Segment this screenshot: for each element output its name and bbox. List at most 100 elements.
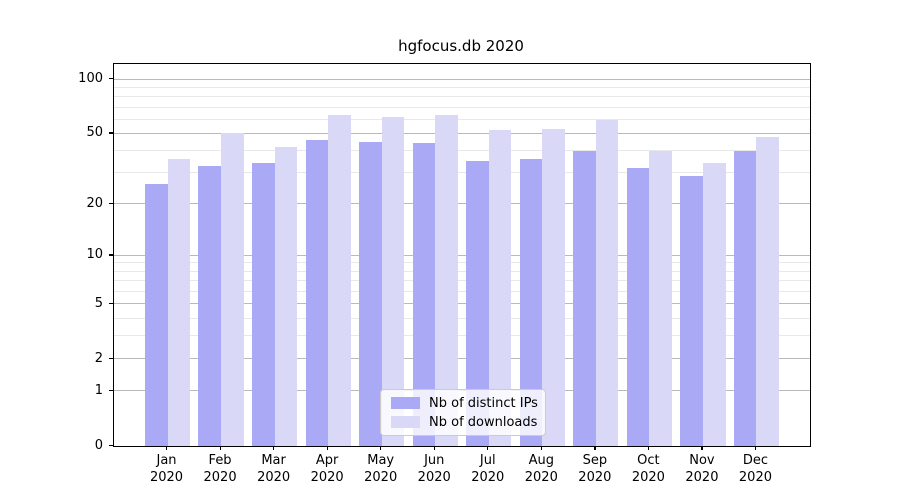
gridline-minor bbox=[114, 317, 810, 319]
bar-distinct-ips-may bbox=[359, 141, 382, 446]
y-tick-label: 20 bbox=[86, 195, 103, 211]
bar-downloads-feb bbox=[221, 133, 244, 446]
x-tick-year: 2020 bbox=[310, 470, 344, 485]
gridline-minor bbox=[114, 106, 810, 108]
y-tick-mark bbox=[109, 132, 113, 134]
gridline-major bbox=[114, 303, 810, 305]
gridline-minor bbox=[114, 96, 810, 98]
x-tick-year: 2020 bbox=[578, 470, 612, 485]
x-tick-mark bbox=[219, 446, 221, 450]
bar-downloads-aug bbox=[542, 128, 565, 446]
bar-distinct-ips-dec bbox=[733, 150, 757, 446]
gridline-major bbox=[114, 358, 810, 360]
y-tick-mark bbox=[109, 445, 113, 447]
x-tick-label: May 2020 bbox=[351, 452, 411, 486]
gridline-major bbox=[114, 254, 810, 256]
bar-downloads-apr bbox=[328, 115, 351, 446]
x-tick-month: Sep bbox=[582, 453, 608, 468]
bar-distinct-ips-nov bbox=[680, 175, 703, 446]
x-tick-label: Jun 2020 bbox=[404, 452, 464, 486]
x-tick-label: Feb 2020 bbox=[190, 452, 250, 486]
bar-downloads-may bbox=[381, 116, 405, 446]
y-tick-label: 10 bbox=[86, 247, 103, 263]
bar-distinct-ips-apr bbox=[305, 139, 329, 446]
x-tick-month: Jun bbox=[424, 453, 445, 468]
x-tick-month: Dec bbox=[742, 453, 769, 468]
x-tick-mark bbox=[273, 446, 275, 450]
legend-swatch-downloads bbox=[391, 416, 420, 428]
x-tick-label: Sep 2020 bbox=[565, 452, 625, 486]
x-tick-year: 2020 bbox=[364, 470, 398, 485]
gridline-major bbox=[114, 78, 810, 80]
y-tick-mark bbox=[109, 302, 113, 304]
gridline-minor bbox=[114, 290, 810, 292]
x-tick-mark bbox=[433, 446, 435, 450]
y-tick-label: 2 bbox=[94, 350, 103, 366]
y-tick-label: 100 bbox=[78, 71, 103, 87]
bar-downloads-jul bbox=[488, 130, 512, 446]
y-tick-mark bbox=[109, 202, 113, 205]
bar-distinct-ips-jan bbox=[144, 183, 168, 446]
gridline-major bbox=[114, 132, 810, 134]
x-tick-year: 2020 bbox=[417, 470, 451, 485]
bar-downloads-jan bbox=[167, 158, 191, 446]
x-tick-year: 2020 bbox=[257, 470, 291, 485]
x-tick-year: 2020 bbox=[738, 470, 772, 485]
x-tick-label: Jul 2020 bbox=[458, 452, 518, 486]
legend-label-downloads: Nb of downloads bbox=[429, 414, 538, 430]
bar-downloads-jun bbox=[435, 115, 458, 446]
bar-downloads-oct bbox=[649, 150, 672, 446]
chart-title: hgfocus.db 2020 bbox=[398, 37, 524, 55]
gridline-minor bbox=[114, 262, 810, 264]
y-tick-mark bbox=[109, 254, 113, 256]
legend-label-distinct-ips: Nb of distinct IPs bbox=[429, 395, 538, 411]
plot-area bbox=[113, 63, 811, 447]
bar-distinct-ips-jun bbox=[412, 143, 436, 446]
x-tick-year: 2020 bbox=[685, 470, 719, 485]
bar-distinct-ips-mar bbox=[252, 163, 275, 446]
x-tick-month: Apr bbox=[315, 453, 339, 468]
y-tick-label: 5 bbox=[94, 295, 103, 311]
x-tick-label: Oct 2020 bbox=[618, 452, 678, 486]
x-tick-label: Aug 2020 bbox=[511, 452, 571, 486]
x-tick-mark bbox=[594, 446, 596, 450]
x-tick-mark bbox=[540, 446, 542, 450]
x-tick-month: Aug bbox=[528, 453, 554, 468]
x-tick-month: Feb bbox=[208, 453, 232, 468]
x-tick-label: Dec 2020 bbox=[725, 452, 785, 486]
x-tick-mark bbox=[326, 446, 328, 450]
y-tick-mark bbox=[109, 389, 113, 392]
x-tick-mark bbox=[647, 446, 650, 450]
x-tick-mark bbox=[754, 446, 757, 450]
x-tick-mark bbox=[701, 446, 703, 450]
legend-item-distinct-ips: Nb of distinct IPs bbox=[391, 395, 545, 411]
y-tick-label: 1 bbox=[94, 382, 103, 398]
legend-swatch-distinct-ips bbox=[391, 397, 420, 409]
gridline-minor bbox=[114, 118, 810, 120]
x-tick-month: Mar bbox=[261, 453, 286, 468]
gridline-minor bbox=[114, 172, 810, 174]
y-tick-mark bbox=[109, 78, 113, 80]
x-tick-month: May bbox=[367, 453, 395, 468]
bar-downloads-dec bbox=[756, 136, 780, 446]
y-tick-label: 0 bbox=[94, 438, 103, 453]
x-tick-mark bbox=[380, 446, 382, 450]
x-tick-mark bbox=[487, 446, 489, 450]
bar-distinct-ips-jul bbox=[466, 161, 489, 446]
bar-distinct-ips-oct bbox=[626, 167, 650, 446]
bar-distinct-ips-aug bbox=[519, 158, 543, 446]
gridline-major bbox=[114, 203, 810, 205]
y-tick-label: 50 bbox=[86, 125, 103, 141]
x-tick-month: Nov bbox=[689, 453, 715, 468]
x-tick-label: Nov 2020 bbox=[672, 452, 732, 486]
x-tick-label: Apr 2020 bbox=[297, 452, 357, 486]
gridline-minor bbox=[114, 335, 810, 337]
gridline-minor bbox=[114, 86, 810, 88]
bar-downloads-nov bbox=[702, 163, 726, 446]
bar-distinct-ips-feb bbox=[198, 165, 222, 446]
gridline-minor bbox=[114, 150, 810, 152]
x-tick-year: 2020 bbox=[471, 470, 505, 485]
gridline-minor bbox=[114, 270, 810, 272]
x-tick-month: Jan bbox=[156, 453, 177, 468]
